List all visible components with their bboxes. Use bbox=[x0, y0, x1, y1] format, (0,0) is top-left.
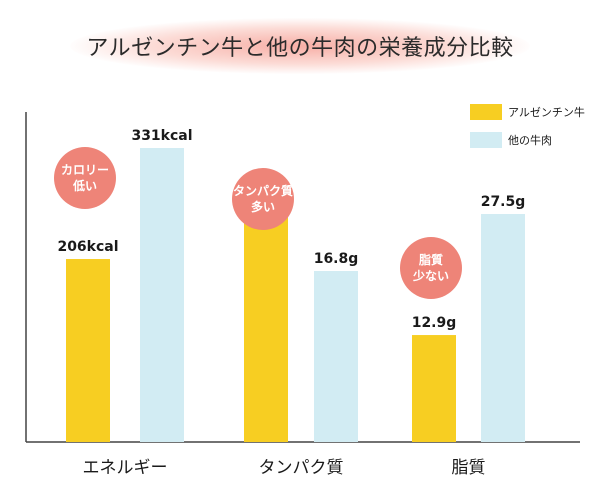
legend-label-1: 他の牛肉 bbox=[508, 133, 552, 147]
data-label-argentine-0: 206kcal bbox=[57, 239, 118, 255]
x-tick-label-1: タンパク質 bbox=[259, 458, 344, 478]
bar-argentine-1 bbox=[244, 214, 288, 442]
legend-label-0: アルゼンチン牛 bbox=[508, 105, 585, 119]
title-glow bbox=[70, 18, 530, 74]
bar-argentine-2 bbox=[412, 335, 456, 442]
annotation-text-2-0: 脂質 bbox=[418, 252, 443, 267]
x-tick-label-2: 脂質 bbox=[452, 458, 486, 478]
title-area: アルゼンチン牛と他の牛肉の栄養成分比較 bbox=[40, 8, 560, 84]
chart-title: アルゼンチン牛と他の牛肉の栄養成分比較 bbox=[86, 36, 514, 61]
data-label-other-2: 27.5g bbox=[481, 194, 526, 210]
x-tick-label-0: エネルギー bbox=[83, 458, 168, 478]
annotation-text-0-1: 低い bbox=[72, 178, 97, 193]
annotation-text-1-1: 多い bbox=[251, 199, 275, 214]
data-label-other-0: 331kcal bbox=[131, 128, 192, 144]
annotation-badge-1 bbox=[232, 168, 294, 230]
bar-other-0 bbox=[140, 148, 184, 442]
bar-other-1 bbox=[314, 271, 358, 442]
data-label-argentine-2: 12.9g bbox=[412, 315, 457, 331]
legend-swatch-1 bbox=[470, 132, 502, 148]
annotation-text-0-0: カロリー bbox=[61, 163, 109, 177]
annotation-text-1-0: タンパク質 bbox=[233, 183, 293, 198]
bar-argentine-0 bbox=[66, 259, 110, 442]
bar-other-2 bbox=[481, 214, 525, 442]
legend-swatch-0 bbox=[470, 104, 502, 120]
annotation-badge-2 bbox=[400, 237, 462, 299]
data-label-other-1: 16.8g bbox=[314, 251, 359, 267]
annotation-text-2-1: 少ない bbox=[412, 268, 449, 283]
annotation-badge-0 bbox=[54, 147, 116, 209]
